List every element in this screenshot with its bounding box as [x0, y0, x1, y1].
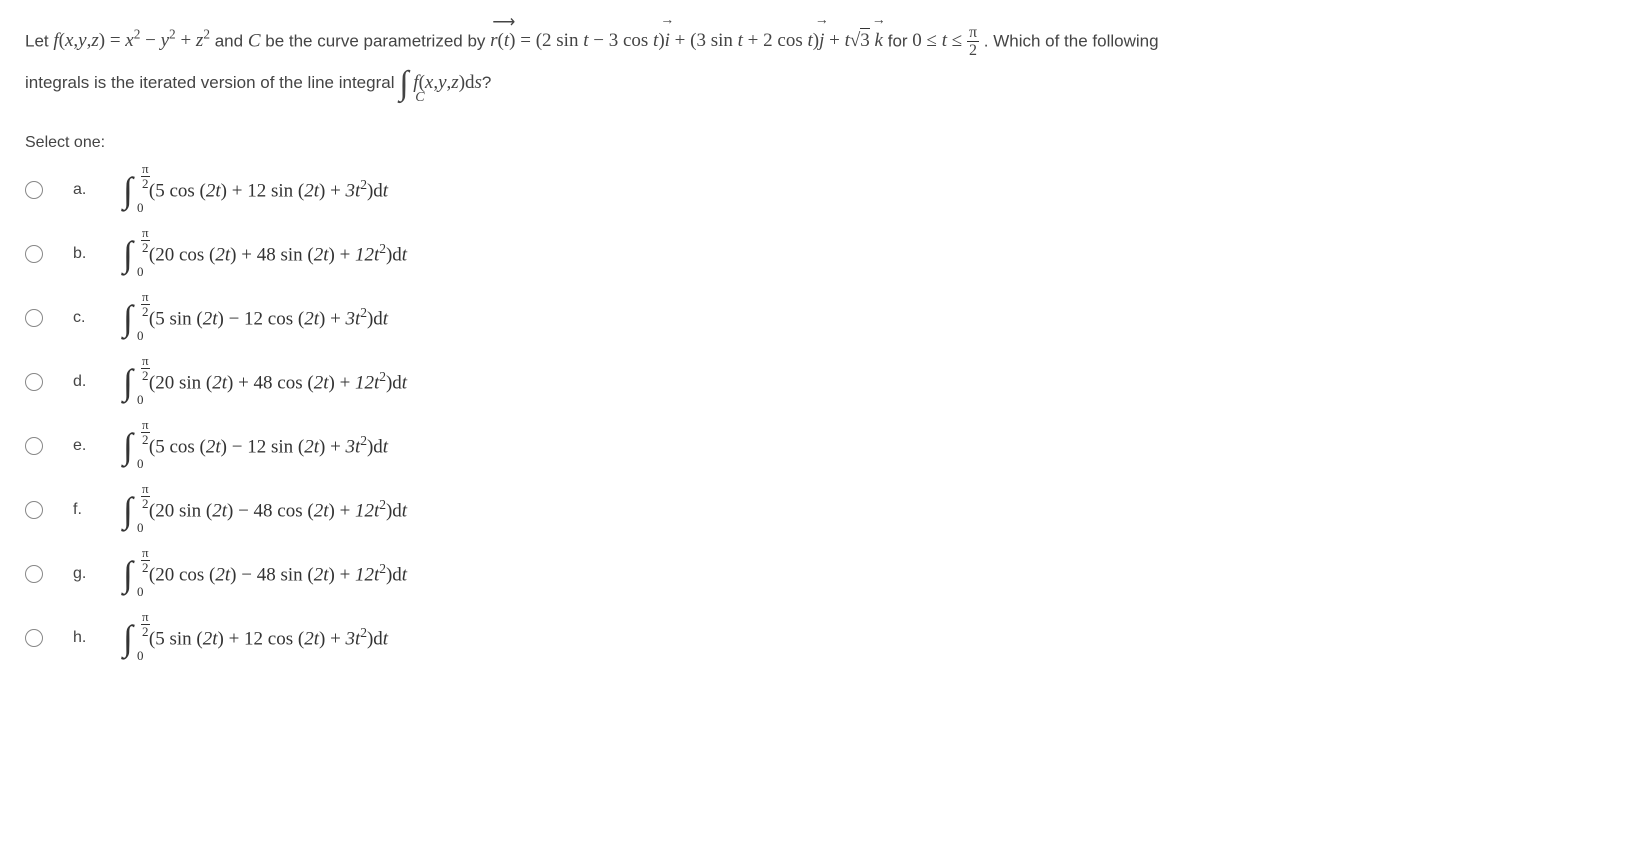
option-row: a. ∫π20(5 cos (2t) + 12 sin (2t) + 3t2)dt	[25, 172, 1606, 208]
and-text: and	[215, 31, 248, 50]
option-label: e.	[73, 437, 93, 455]
domain: 0 ≤ t ≤ π2	[912, 30, 979, 51]
option-integral: ∫π20(20 cos (2t) − 48 sin (2t) + 12t2)dt	[123, 556, 407, 592]
line2-post: ?	[482, 73, 491, 92]
option-radio[interactable]	[25, 309, 43, 327]
line-integral: ∫C f(x,y,z)ds	[399, 72, 482, 93]
option-integral: ∫π20(5 sin (2t) + 12 cos (2t) + 3t2)dt	[123, 620, 388, 656]
f-definition: f(x,y,z) = x2 − y2 + z2	[53, 30, 210, 51]
option-label: d.	[73, 373, 93, 391]
option-row: b. ∫π20(20 cos (2t) + 48 sin (2t) + 12t2)…	[25, 236, 1606, 272]
option-row: f. ∫π20(20 sin (2t) − 48 cos (2t) + 12t2)…	[25, 492, 1606, 528]
option-radio[interactable]	[25, 373, 43, 391]
option-radio[interactable]	[25, 181, 43, 199]
option-integral: ∫π20(20 cos (2t) + 48 sin (2t) + 12t2)dt	[123, 236, 407, 272]
curve-var: C	[248, 30, 261, 51]
question-text: Let f(x,y,z) = x2 − y2 + z2 and C be the…	[25, 20, 1606, 104]
option-radio[interactable]	[25, 245, 43, 263]
select-one-label: Select one:	[25, 134, 1606, 152]
option-row: d. ∫π20(20 sin (2t) + 48 cos (2t) + 12t2)…	[25, 364, 1606, 400]
option-radio[interactable]	[25, 565, 43, 583]
option-integral: ∫π20(5 cos (2t) + 12 sin (2t) + 3t2)dt	[123, 172, 388, 208]
option-integral: ∫π20(5 sin (2t) − 12 cos (2t) + 3t2)dt	[123, 300, 388, 336]
option-label: g.	[73, 565, 93, 583]
let-text: Let	[25, 31, 53, 50]
option-label: c.	[73, 309, 93, 327]
line2-pre: integrals is the iterated version of the…	[25, 73, 399, 92]
option-row: e. ∫π20(5 cos (2t) − 12 sin (2t) + 3t2)dt	[25, 428, 1606, 464]
option-integral: ∫π20(5 cos (2t) − 12 sin (2t) + 3t2)dt	[123, 428, 388, 464]
option-label: h.	[73, 629, 93, 647]
r-definition: r(t) = (2 sin t − 3 cos t)i + (3 sin t +…	[490, 30, 883, 51]
option-row: c. ∫π20(5 sin (2t) − 12 cos (2t) + 3t2)dt	[25, 300, 1606, 336]
option-radio[interactable]	[25, 437, 43, 455]
option-label: f.	[73, 501, 93, 519]
param-text: be the curve parametrized by	[265, 31, 490, 50]
for-text: for	[888, 31, 913, 50]
option-integral: ∫π20(20 sin (2t) + 48 cos (2t) + 12t2)dt	[123, 364, 407, 400]
option-radio[interactable]	[25, 501, 43, 519]
option-radio[interactable]	[25, 629, 43, 647]
options-container: a. ∫π20(5 cos (2t) + 12 sin (2t) + 3t2)dt…	[25, 172, 1606, 656]
option-row: h. ∫π20(5 sin (2t) + 12 cos (2t) + 3t2)dt	[25, 620, 1606, 656]
option-label: a.	[73, 181, 93, 199]
option-integral: ∫π20(20 sin (2t) − 48 cos (2t) + 12t2)dt	[123, 492, 407, 528]
option-row: g. ∫π20(20 cos (2t) − 48 sin (2t) + 12t2)…	[25, 556, 1606, 592]
which-text: . Which of the following	[984, 31, 1159, 50]
option-label: b.	[73, 245, 93, 263]
